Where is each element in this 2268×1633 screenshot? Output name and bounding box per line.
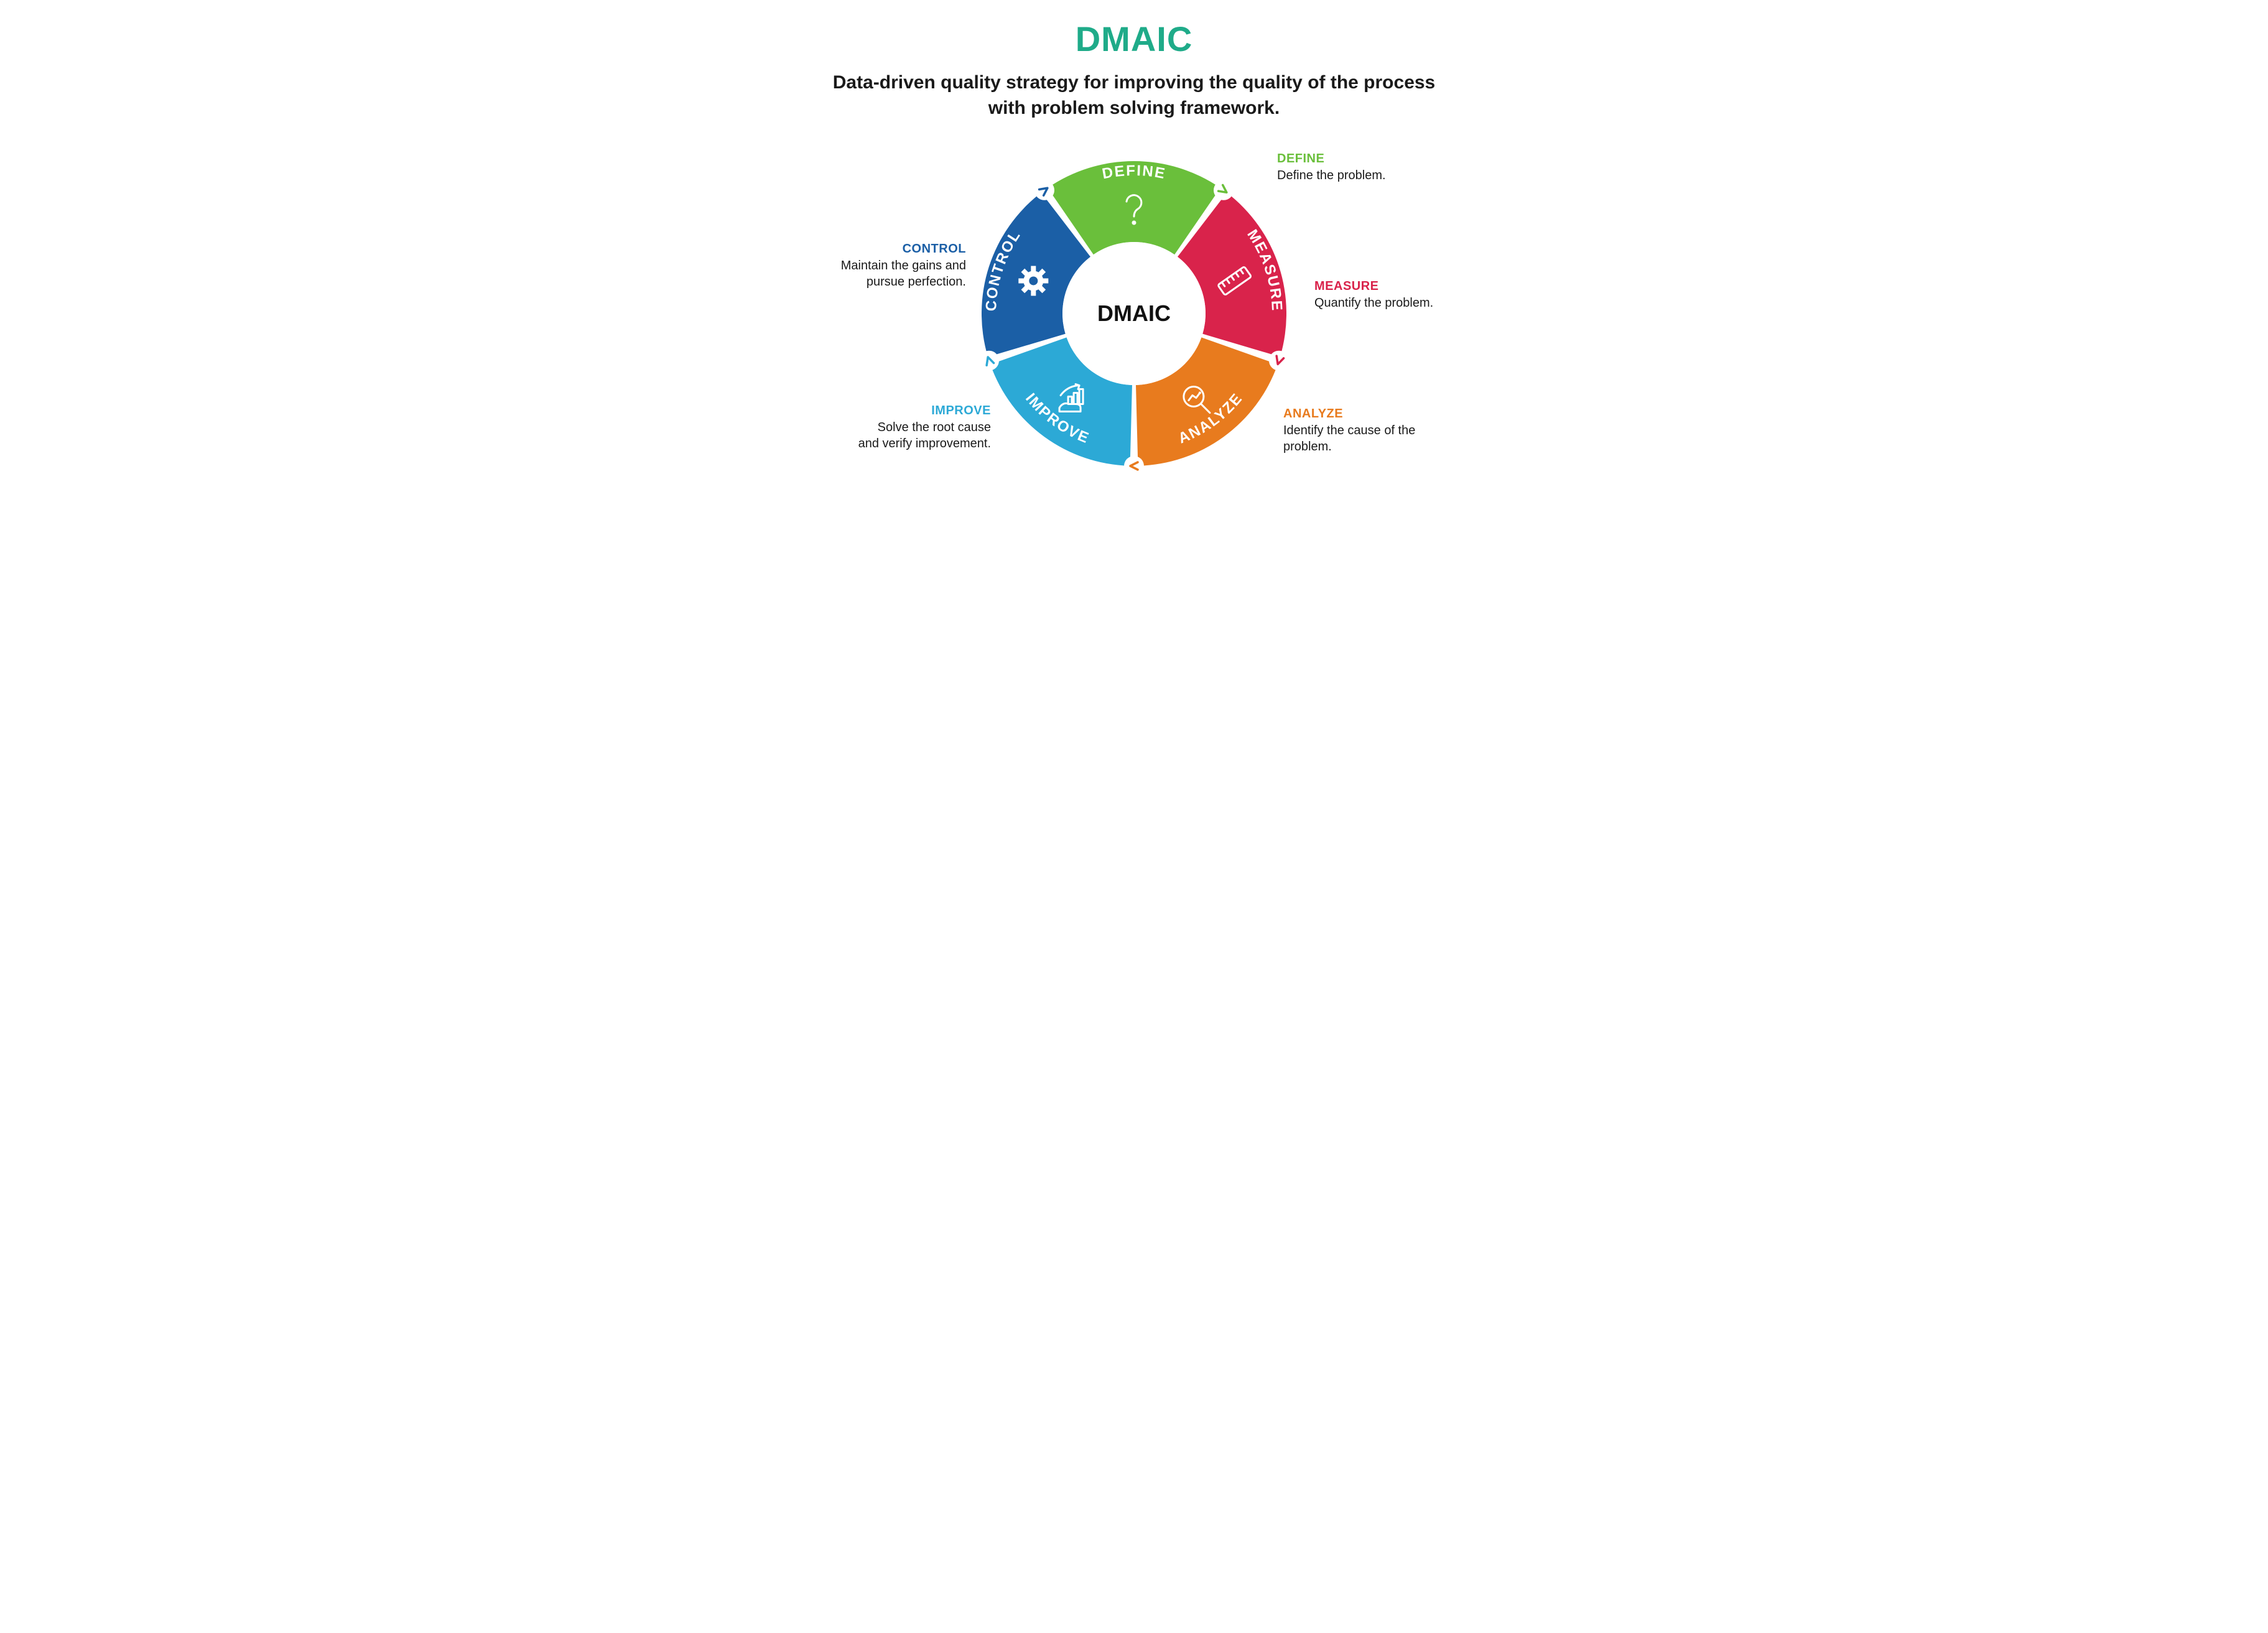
callout-desc-analyze: Identify the cause of the problem.	[1283, 422, 1420, 455]
callout-title-define: DEFINE	[1277, 152, 1414, 166]
page-title: DMAIC	[736, 19, 1532, 59]
dmaic-diagram: DEFINEMEASUREANALYZEIMPROVECONTROLDMAIC …	[736, 127, 1532, 525]
page-subtitle: Data-driven quality strategy for improvi…	[823, 70, 1445, 121]
chevron-control	[1034, 180, 1054, 200]
callout-control: CONTROL Maintain the gains and pursue per…	[829, 242, 966, 290]
dmaic-ring-svg: DEFINEMEASUREANALYZEIMPROVECONTROLDMAIC	[960, 139, 1308, 488]
callout-desc-control: Maintain the gains and pursue perfection…	[829, 258, 966, 290]
callout-title-measure: MEASURE	[1314, 279, 1451, 294]
callout-analyze: ANALYZEIdentify the cause of the problem…	[1283, 407, 1420, 455]
chevron-analyze	[1124, 456, 1144, 476]
chevron-define	[1214, 180, 1234, 200]
center-label: DMAIC	[1097, 300, 1171, 326]
callout-desc-improve: Solve the root cause and verify improvem…	[854, 419, 991, 452]
chevron-measure	[1269, 351, 1289, 371]
callout-title-improve: IMPROVE	[854, 404, 991, 418]
chevron-improve	[979, 351, 999, 371]
callout-desc-define: Define the problem.	[1277, 167, 1414, 184]
callout-define: DEFINEDefine the problem.	[1277, 152, 1414, 184]
callout-measure: MEASUREQuantify the problem.	[1314, 279, 1451, 311]
callout-improve: IMPROVESolve the root cause and verify i…	[854, 404, 991, 452]
callout-desc-measure: Quantify the problem.	[1314, 295, 1451, 311]
callout-title-analyze: ANALYZE	[1283, 407, 1420, 421]
callout-title-control: CONTROL	[829, 242, 966, 256]
gear-icon	[1018, 266, 1048, 295]
